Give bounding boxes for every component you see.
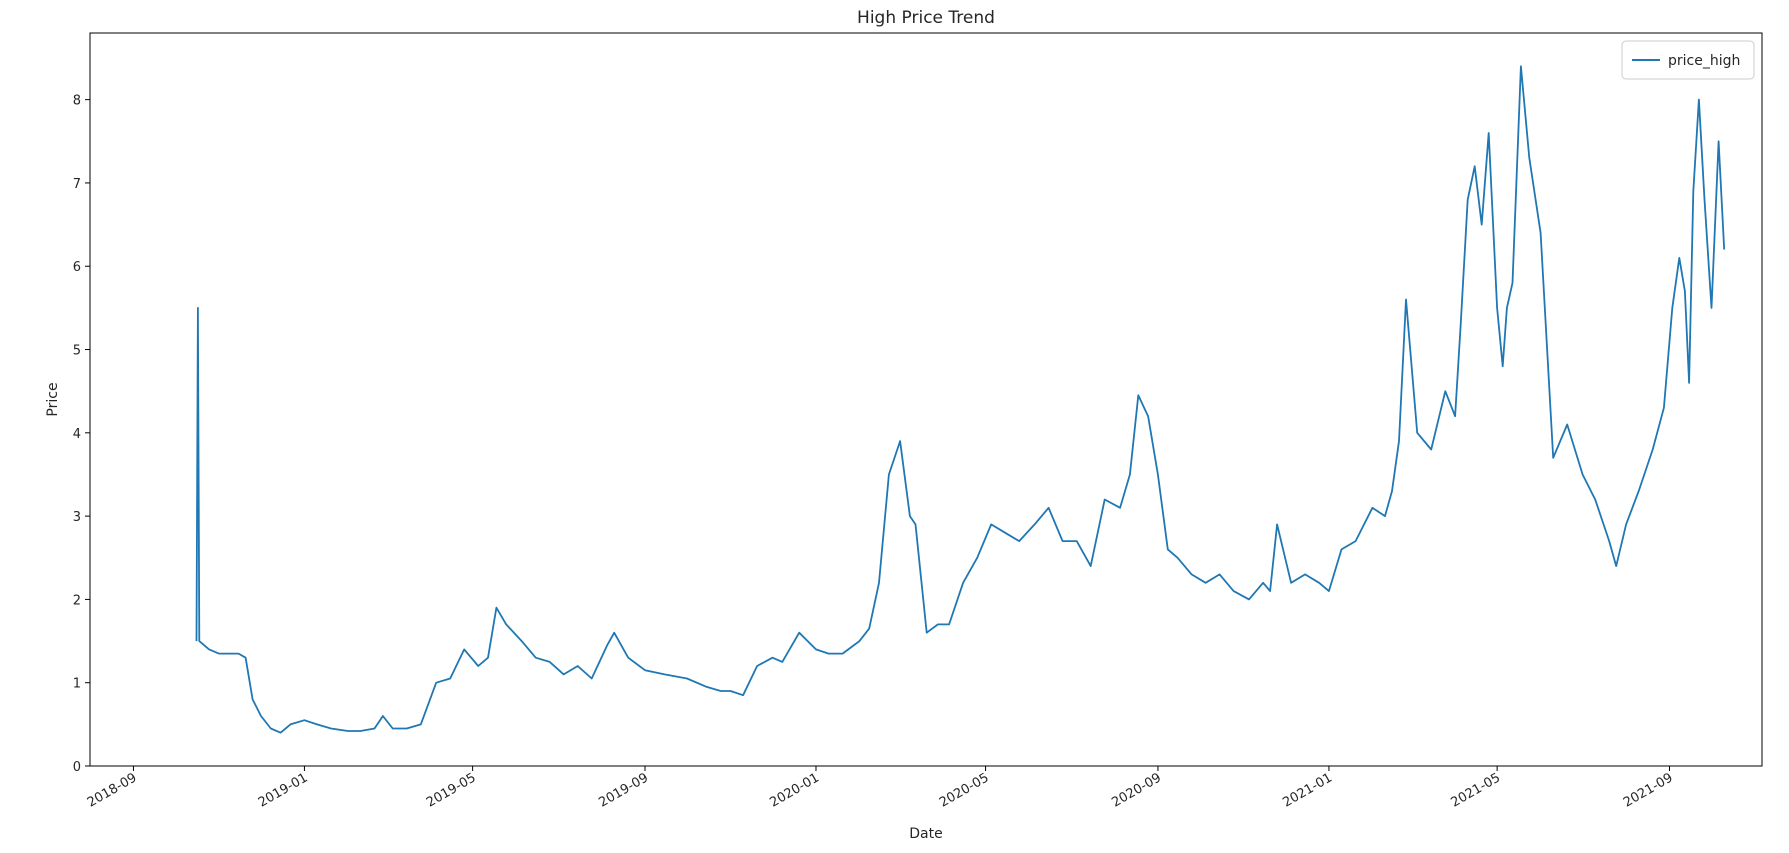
y-tick-label: 5 <box>73 344 81 359</box>
y-tick-label: 0 <box>73 760 81 775</box>
y-tick-label: 8 <box>73 94 81 109</box>
plot-frame <box>89 32 1763 767</box>
x-tick-label: 2021-09 <box>1621 770 1676 810</box>
x-tick-label: 2019-09 <box>596 770 651 810</box>
x-tick-label: 2020-05 <box>937 770 992 810</box>
x-tick-label: 2021-05 <box>1449 770 1504 810</box>
plot-area: 0 1 2 3 4 5 6 7 8 2018-09 2019-01 2019-05 2019-09 202… <box>73 32 1763 811</box>
x-tick-label: 2020-01 <box>767 770 822 810</box>
series-line-price_high <box>195 65 1726 734</box>
legend[interactable]: price_high <box>1621 40 1755 80</box>
x-axis-label: Date <box>909 826 942 842</box>
x-tick-label: 2020-09 <box>1109 770 1164 810</box>
y-tick-label: 2 <box>73 593 81 608</box>
x-tick-label: 2018-09 <box>85 770 140 810</box>
y-tick-label: 1 <box>73 677 81 692</box>
chart-title: High Price Trend <box>857 8 995 28</box>
y-tick-label: 7 <box>73 177 81 192</box>
x-tick-label: 2021-01 <box>1280 770 1335 810</box>
x-tick-label: 2019-05 <box>424 770 479 810</box>
y-tick-label: 4 <box>73 427 81 442</box>
y-tick-label: 3 <box>73 510 81 525</box>
y-axis-label: Price <box>45 382 61 416</box>
x-tick-label: 2019-01 <box>256 770 311 810</box>
legend-box <box>1621 40 1755 80</box>
y-tick-label: 6 <box>73 260 81 275</box>
legend-entry-label: price_high <box>1668 53 1740 69</box>
